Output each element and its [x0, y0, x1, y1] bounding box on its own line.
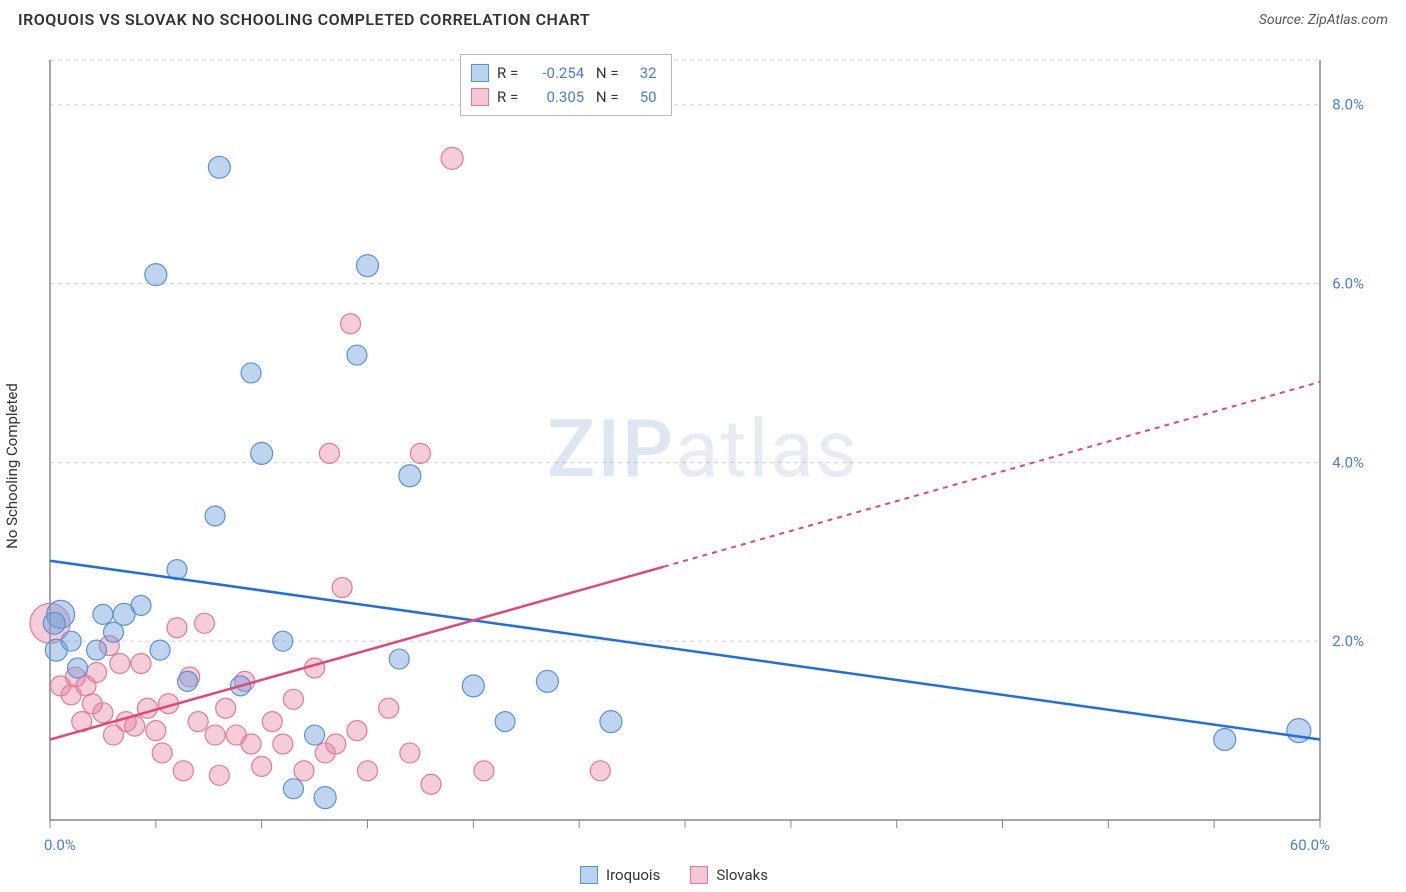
legend-item-iroquois: Iroquois — [580, 866, 660, 884]
stats-legend-box: R = -0.254 N = 32 R = 0.305 N = 50 — [460, 54, 672, 116]
chart-source: Source: ZipAtlas.com — [1259, 12, 1388, 28]
swatch-slovaks — [471, 88, 489, 106]
svg-text:0.0%: 0.0% — [44, 836, 76, 854]
r-label: R = — [497, 61, 518, 85]
legend-swatch-iroquois — [580, 866, 598, 884]
source-name: ZipAtlas.com — [1308, 12, 1388, 28]
legend-label-iroquois: Iroquois — [606, 866, 660, 884]
plot-area: No Schooling Completed 2.0% 4.0% 6.0% 8.0% 0… — [0, 40, 1406, 892]
r-label: R = — [497, 85, 518, 109]
svg-text:2.0%: 2.0% — [1332, 632, 1364, 650]
stats-row-slovaks: R = 0.305 N = 50 — [471, 85, 657, 109]
source-prefix: Source: — [1259, 12, 1308, 28]
svg-text:8.0%: 8.0% — [1332, 96, 1364, 114]
r-value-iroquois: -0.254 — [526, 61, 584, 85]
r-value-slovaks: 0.305 — [526, 85, 584, 109]
stats-row-iroquois: R = -0.254 N = 32 — [471, 61, 657, 85]
svg-text:4.0%: 4.0% — [1332, 453, 1364, 471]
y-axis-label: No Schooling Completed — [3, 383, 21, 549]
swatch-iroquois — [471, 64, 489, 82]
chart-title: IROQUOIS VS SLOVAK NO SCHOOLING COMPLETE… — [18, 10, 590, 29]
n-label: N = — [592, 61, 618, 85]
legend-item-slovaks: Slovaks — [690, 866, 768, 884]
legend-label-slovaks: Slovaks — [716, 866, 768, 884]
bottom-legend: Iroquois Slovaks — [580, 866, 768, 884]
svg-text:60.0%: 60.0% — [1290, 836, 1330, 854]
n-value-iroquois: 32 — [627, 61, 657, 85]
legend-swatch-slovaks — [690, 866, 708, 884]
scatter-chart: 2.0% 4.0% 6.0% 8.0% 0.0% 60.0% — [0, 40, 1406, 892]
n-label: N = — [592, 85, 618, 109]
chart-header: IROQUOIS VS SLOVAK NO SCHOOLING COMPLETE… — [0, 0, 1406, 37]
n-value-slovaks: 50 — [627, 85, 657, 109]
svg-text:6.0%: 6.0% — [1332, 275, 1364, 293]
